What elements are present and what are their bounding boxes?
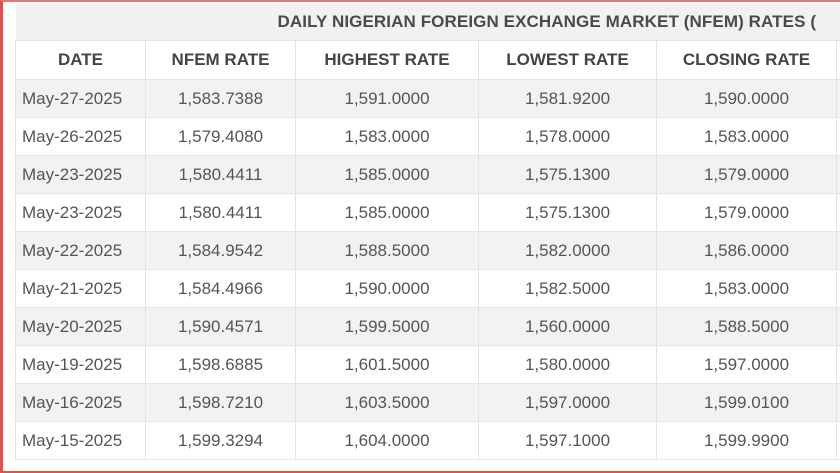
closing-rate-cell: 1,583.0000 xyxy=(656,117,837,156)
table-row: May-26-2025 1,579.4080 1,583.0000 1,578.… xyxy=(15,117,840,156)
column-header-closing-rate[interactable]: CLOSING RATE xyxy=(656,40,837,80)
table-row: May-23-2025 1,580.4411 1,585.0000 1,575.… xyxy=(15,193,840,232)
table-row: May-16-2025 1,598.7210 1,603.5000 1,597.… xyxy=(15,383,840,422)
table-row: May-20-2025 1,590.4571 1,599.5000 1,560.… xyxy=(15,307,840,346)
lowest-rate-cell: 1,580.0000 xyxy=(478,345,657,384)
column-header-date[interactable]: DATE xyxy=(15,40,146,80)
date-cell: May-26-2025 xyxy=(15,117,146,156)
highest-rate-cell: 1,585.0000 xyxy=(295,193,479,232)
nfem-rate-cell: 1,590.4571 xyxy=(145,307,296,346)
column-header-truncated xyxy=(836,40,840,80)
truncated-cell xyxy=(836,155,840,194)
lowest-rate-cell: 1,581.9200 xyxy=(478,79,657,118)
nfem-rate-cell: 1,580.4411 xyxy=(145,155,296,194)
table-row: May-23-2025 1,580.4411 1,585.0000 1,575.… xyxy=(15,155,840,194)
lowest-rate-cell: 1,578.0000 xyxy=(478,117,657,156)
highest-rate-cell: 1,590.0000 xyxy=(295,269,479,308)
lowest-rate-cell: 1,575.1300 xyxy=(478,155,657,194)
closing-rate-cell: 1,579.0000 xyxy=(656,155,837,194)
nfem-rate-cell: 1,579.4080 xyxy=(145,117,296,156)
highest-rate-cell: 1,585.0000 xyxy=(295,155,479,194)
truncated-cell xyxy=(836,345,840,384)
closing-rate-cell: 1,583.0000 xyxy=(656,269,837,308)
closing-rate-cell: 1,599.9900 xyxy=(656,421,837,460)
closing-rate-cell: 1,588.5000 xyxy=(656,307,837,346)
closing-rate-cell: 1,579.0000 xyxy=(656,193,837,232)
date-cell: May-21-2025 xyxy=(15,269,146,308)
table-row: May-27-2025 1,583.7388 1,591.0000 1,581.… xyxy=(15,79,840,118)
column-header-nfem-rate[interactable]: NFEM RATE xyxy=(145,40,296,80)
table-header-row: DATE NFEM RATE HIGHEST RATE LOWEST RATE … xyxy=(15,40,840,80)
nfem-rate-cell: 1,583.7388 xyxy=(145,79,296,118)
truncated-cell xyxy=(836,269,840,308)
highest-rate-cell: 1,603.5000 xyxy=(295,383,479,422)
date-cell: May-19-2025 xyxy=(15,345,146,384)
closing-rate-cell: 1,597.0000 xyxy=(656,345,837,384)
date-cell: May-23-2025 xyxy=(15,193,146,232)
nfem-rate-cell: 1,598.7210 xyxy=(145,383,296,422)
lowest-rate-cell: 1,582.5000 xyxy=(478,269,657,308)
lowest-rate-cell: 1,575.1300 xyxy=(478,193,657,232)
truncated-cell xyxy=(836,383,840,422)
truncated-cell xyxy=(836,421,840,460)
date-cell: May-27-2025 xyxy=(15,79,146,118)
highest-rate-cell: 1,604.0000 xyxy=(295,421,479,460)
date-cell: May-22-2025 xyxy=(15,231,146,270)
highest-rate-cell: 1,599.5000 xyxy=(295,307,479,346)
date-cell: May-20-2025 xyxy=(15,307,146,346)
truncated-cell xyxy=(836,307,840,346)
table-row: May-19-2025 1,598.6885 1,601.5000 1,580.… xyxy=(15,345,840,384)
column-header-lowest-rate[interactable]: LOWEST RATE xyxy=(478,40,657,80)
truncated-cell xyxy=(836,231,840,270)
highest-rate-cell: 1,583.0000 xyxy=(295,117,479,156)
closing-rate-cell: 1,599.0100 xyxy=(656,383,837,422)
column-header-highest-rate[interactable]: HIGHEST RATE xyxy=(295,40,479,80)
lowest-rate-cell: 1,597.1000 xyxy=(478,421,657,460)
nfem-rate-cell: 1,599.3294 xyxy=(145,421,296,460)
lowest-rate-cell: 1,597.0000 xyxy=(478,383,657,422)
table-body: May-27-2025 1,583.7388 1,591.0000 1,581.… xyxy=(15,79,840,460)
lowest-rate-cell: 1,560.0000 xyxy=(478,307,657,346)
table-row: May-22-2025 1,584.9542 1,588.5000 1,582.… xyxy=(15,231,840,270)
lowest-rate-cell: 1,582.0000 xyxy=(478,231,657,270)
truncated-cell xyxy=(836,117,840,156)
table-row: May-21-2025 1,584.4966 1,590.0000 1,582.… xyxy=(15,269,840,308)
nfem-rate-cell: 1,584.4966 xyxy=(145,269,296,308)
truncated-cell xyxy=(836,79,840,118)
nfem-rate-cell: 1,580.4411 xyxy=(145,193,296,232)
nfem-rate-cell: 1,584.9542 xyxy=(145,231,296,270)
closing-rate-cell: 1,590.0000 xyxy=(656,79,837,118)
table-title: DAILY NIGERIAN FOREIGN EXCHANGE MARKET (… xyxy=(15,4,840,41)
truncated-cell xyxy=(836,193,840,232)
date-cell: May-16-2025 xyxy=(15,383,146,422)
highest-rate-cell: 1,601.5000 xyxy=(295,345,479,384)
closing-rate-cell: 1,586.0000 xyxy=(656,231,837,270)
table-title-row: DAILY NIGERIAN FOREIGN EXCHANGE MARKET (… xyxy=(15,4,840,41)
date-cell: May-23-2025 xyxy=(15,155,146,194)
highest-rate-cell: 1,588.5000 xyxy=(295,231,479,270)
date-cell: May-15-2025 xyxy=(15,421,146,460)
nfem-rate-cell: 1,598.6885 xyxy=(145,345,296,384)
nfem-rates-table-container: DAILY NIGERIAN FOREIGN EXCHANGE MARKET (… xyxy=(15,4,840,460)
nfem-rates-table: DAILY NIGERIAN FOREIGN EXCHANGE MARKET (… xyxy=(15,4,840,460)
table-row: May-15-2025 1,599.3294 1,604.0000 1,597.… xyxy=(15,421,840,460)
highest-rate-cell: 1,591.0000 xyxy=(295,79,479,118)
